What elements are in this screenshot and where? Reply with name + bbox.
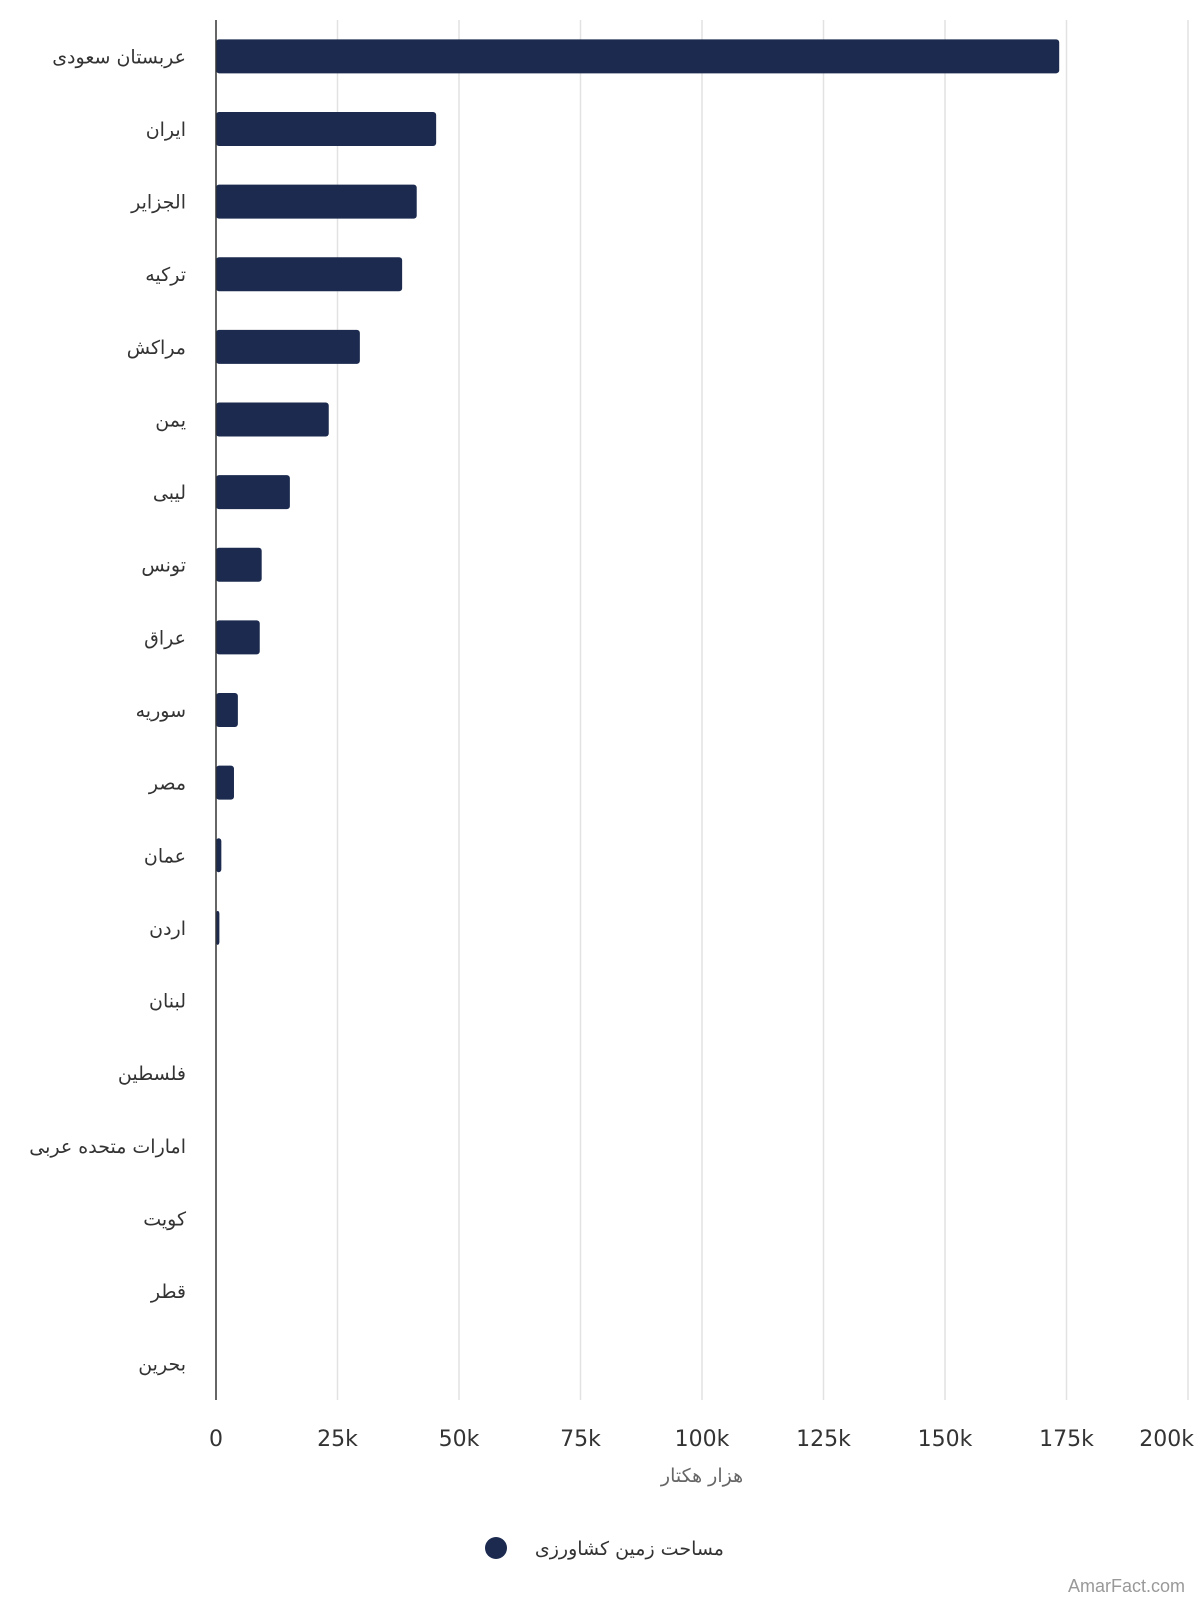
category-label: لبنان [149, 991, 186, 1013]
x-tick-label: 200k [1139, 1427, 1194, 1452]
bar[interactable] [216, 547, 262, 582]
bar[interactable] [216, 475, 290, 510]
category-label: کویت [143, 1208, 187, 1230]
x-tick-label: 125k [796, 1427, 851, 1452]
category-label: عراق [144, 627, 186, 649]
category-label: ایران [146, 119, 186, 141]
category-label: یمن [155, 409, 186, 431]
bar[interactable] [216, 329, 360, 364]
x-tick-label: 150k [918, 1427, 973, 1452]
category-label: مراکش [127, 337, 186, 359]
x-axis-title: هزار هکتار [660, 1465, 743, 1487]
bar[interactable] [216, 184, 417, 219]
category-label: سوریه [136, 700, 186, 722]
bar[interactable] [216, 838, 222, 873]
x-tick-label: 100k [675, 1427, 730, 1452]
category-label: عمان [144, 845, 186, 867]
x-tick-label: 0 [209, 1427, 223, 1452]
category-label: لیبی [153, 482, 186, 504]
bar[interactable] [216, 402, 329, 437]
legend[interactable]: مساحت زمین کشاورزی [485, 1537, 724, 1560]
bar[interactable] [216, 257, 403, 292]
category-label: فلسطین [118, 1063, 186, 1085]
category-label: تونس [141, 555, 186, 577]
category-label: اردن [149, 918, 186, 940]
bar[interactable] [216, 693, 238, 727]
category-label: قطر [150, 1281, 186, 1303]
legend-swatch [485, 1537, 507, 1559]
x-tick-label: 25k [317, 1427, 358, 1452]
bar[interactable] [216, 765, 234, 800]
bar[interactable] [216, 620, 260, 655]
grid-lines [336, 20, 1189, 1400]
legend-label: مساحت زمین کشاورزی [535, 1538, 724, 1560]
category-label: ترکیه [145, 264, 186, 286]
x-tick-label: 75k [560, 1427, 601, 1452]
x-tick-label: 50k [439, 1427, 480, 1452]
x-tick-labels: 0 25k 50k 75k 100k 125k 150k 175k 200k [209, 1427, 1194, 1452]
category-label: امارات متحده عربی [29, 1136, 186, 1158]
bar[interactable] [216, 910, 220, 945]
category-label: الجزایر [130, 192, 186, 214]
bars [216, 39, 1060, 945]
bar[interactable] [216, 111, 437, 146]
credit-text[interactable]: AmarFact.com [1068, 1576, 1185, 1596]
x-tick-label: 175k [1039, 1427, 1094, 1452]
bar[interactable] [216, 39, 1060, 74]
category-label: بحرین [138, 1354, 186, 1376]
category-label: مصر [148, 773, 186, 795]
category-labels: عربستان سعودی ایران الجزایر ترکیه مراکش یمن لی… [29, 46, 187, 1375]
category-label: عربستان سعودی [52, 46, 186, 68]
